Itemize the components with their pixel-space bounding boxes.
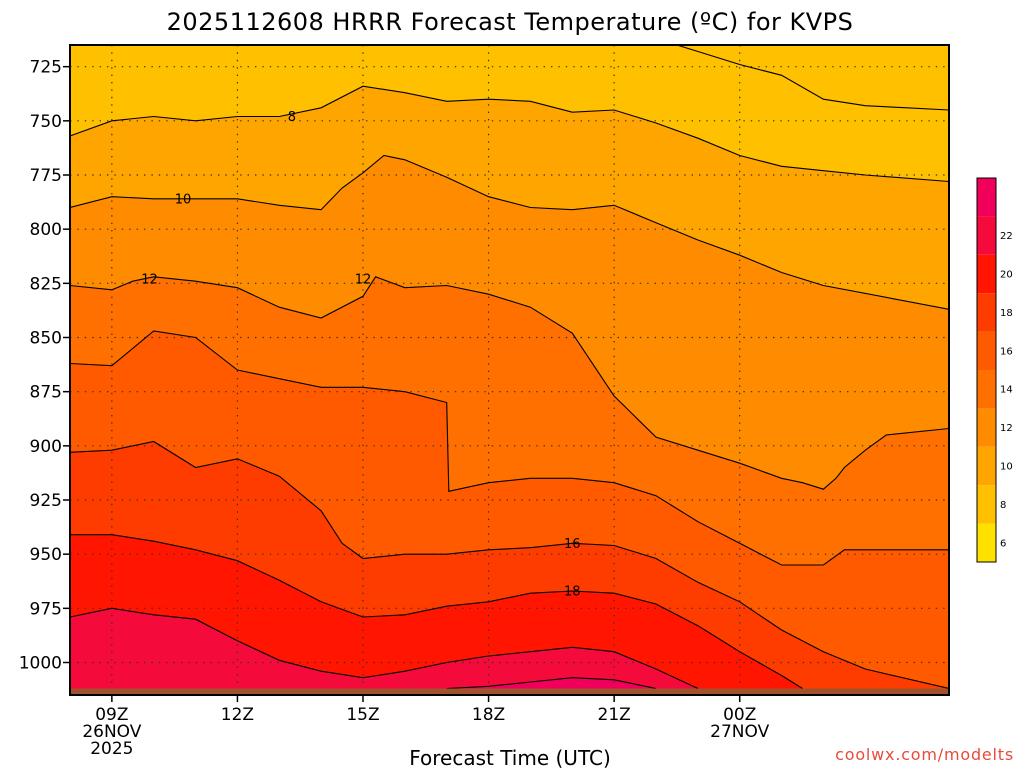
colorbar-label-10: 10 — [1000, 462, 1013, 473]
temperature-bands — [70, 45, 949, 695]
x-tick-label-18Z: 18Z — [472, 705, 505, 725]
x-tick-label-12Z: 12Z — [221, 705, 254, 725]
colorbar-swatch-14 — [977, 370, 996, 409]
y-tick-label-825: 825 — [30, 274, 62, 294]
chart-title: 2025112608 HRRR Forecast Temperature (ºC… — [167, 8, 854, 36]
contour-8 — [70, 85, 949, 183]
colorbar-label-8: 8 — [1000, 500, 1006, 511]
x-tick-label-15Z: 15Z — [346, 705, 379, 725]
colorbar-label-6: 6 — [1000, 538, 1006, 549]
y-tick-label-800: 800 — [30, 220, 62, 240]
colorbar-label-16: 16 — [1000, 346, 1013, 357]
colorbar-swatch-8 — [977, 485, 996, 524]
y-tick-label-775: 775 — [30, 166, 62, 186]
contour-label-12: 12 — [141, 273, 158, 288]
y-tick-label-850: 850 — [30, 329, 62, 349]
contour-label-8: 8 — [288, 110, 296, 125]
colorbar-label-18: 18 — [1000, 308, 1013, 319]
colorbar-swatch-20 — [977, 254, 996, 294]
band-20-22 — [70, 608, 949, 695]
colorbar-label-22: 22 — [1000, 231, 1013, 242]
contour-14 — [70, 330, 949, 566]
y-tick-label-950: 950 — [30, 545, 62, 565]
contour-label-12: 12 — [355, 273, 372, 288]
contour-labels: 8 10 12 12 16 18 — [141, 110, 581, 600]
band-18-20 — [70, 534, 949, 695]
contour-8 — [676, 45, 949, 111]
contour-20 — [70, 607, 699, 689]
x-tick-label-21Z: 21Z — [598, 705, 631, 725]
x-tick-label-27NOV: 27NOV — [710, 722, 769, 742]
plot-frame — [69, 44, 950, 696]
x-tick-label-26NOV: 26NOV — [82, 722, 141, 742]
colorbar-swatch-10 — [977, 446, 996, 486]
y-tick-label-975: 975 — [30, 599, 62, 619]
colorbar-label-14: 14 — [1000, 385, 1013, 396]
contour-18 — [70, 534, 803, 689]
colorbar-swatch-6 — [977, 523, 996, 562]
y-tick-label-725: 725 — [30, 58, 62, 78]
y-tick-label-900: 900 — [30, 437, 62, 457]
ground-layer — [70, 688, 949, 695]
x-tick-label-00Z: 00Z — [723, 705, 756, 725]
credit-text: coolwx.com/modelts — [835, 745, 1014, 764]
colorbar-swatch-24 — [977, 178, 996, 217]
colorbar: 6 8 10 12 14 16 18 20 22 — [976, 177, 1013, 563]
ground-surface — [70, 688, 949, 695]
colorbar-swatch-18 — [977, 293, 996, 332]
contour-label-18: 18 — [564, 585, 581, 600]
colorbar-swatch-22 — [977, 216, 996, 255]
y-tick-label-875: 875 — [30, 383, 62, 403]
contour-lines — [70, 45, 949, 690]
colorbar-swatch-16 — [977, 331, 996, 370]
contour-10 — [70, 154, 949, 310]
y-axis: 725 750 775 800 825 850 875 900 925 950 975 1000 — [19, 58, 70, 674]
y-tick-label-750: 750 — [30, 112, 62, 132]
y-tick-label-925: 925 — [30, 491, 62, 511]
contour-22 — [446, 677, 657, 690]
x-axis-title: Forecast Time (UTC) — [409, 746, 611, 768]
x-tick-label-2025: 2025 — [90, 739, 133, 759]
colorbar-frame — [976, 177, 997, 563]
x-tick-label-09Z: 09Z — [95, 705, 128, 725]
contour-label-16: 16 — [564, 537, 581, 552]
colorbar-label-12: 12 — [1000, 423, 1013, 434]
contour-16 — [70, 440, 949, 690]
colorbar-swatch-12 — [977, 408, 996, 447]
contour-12 — [70, 276, 949, 490]
colorbar-label-20: 20 — [1000, 270, 1013, 281]
contour-label-10: 10 — [175, 192, 192, 207]
y-tick-label-1000: 1000 — [19, 654, 62, 674]
